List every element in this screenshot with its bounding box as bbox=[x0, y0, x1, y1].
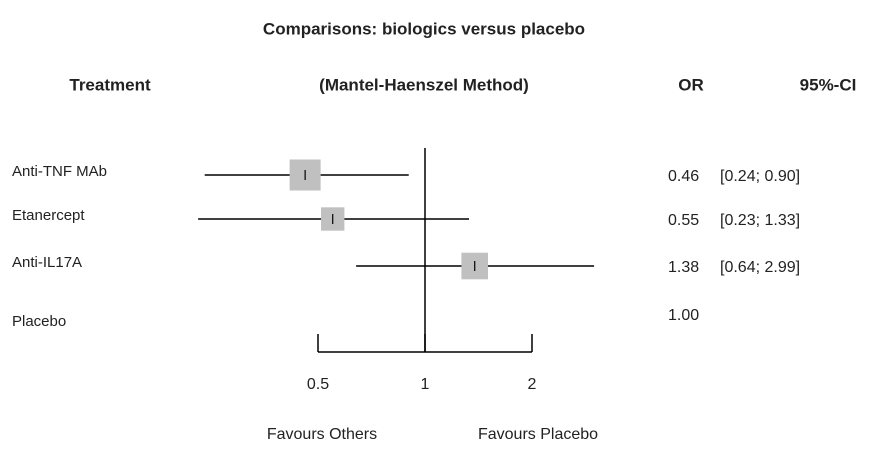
annotation: Favours Placebo bbox=[478, 426, 598, 443]
row-label: Anti-IL17A bbox=[12, 254, 82, 271]
column-header: Treatment bbox=[69, 75, 151, 94]
column-header: 95%-CI bbox=[800, 75, 857, 94]
ci-label: [0.23; 1.33] bbox=[720, 212, 800, 229]
row-label: Etanercept bbox=[12, 207, 85, 224]
or-label: 1.38 bbox=[668, 259, 699, 276]
x-tick-label: 1 bbox=[421, 376, 430, 393]
column-header: OR bbox=[678, 75, 704, 94]
or-label: 0.55 bbox=[668, 212, 699, 229]
chart-title: Comparisons: biologics versus placebo bbox=[263, 19, 585, 38]
ci-label: [0.64; 2.99] bbox=[720, 259, 800, 276]
or-label: 1.00 bbox=[668, 307, 699, 324]
x-tick-label: 0.5 bbox=[307, 376, 329, 393]
row-label: Placebo bbox=[12, 313, 66, 330]
x-tick-label: 2 bbox=[528, 376, 537, 393]
column-header: (Mantel-Haenszel Method) bbox=[319, 75, 529, 94]
row-label: Anti-TNF MAb bbox=[12, 163, 107, 180]
ci-label: [0.24; 0.90] bbox=[720, 168, 800, 185]
or-label: 0.46 bbox=[668, 168, 699, 185]
annotation: Favours Others bbox=[267, 426, 377, 443]
